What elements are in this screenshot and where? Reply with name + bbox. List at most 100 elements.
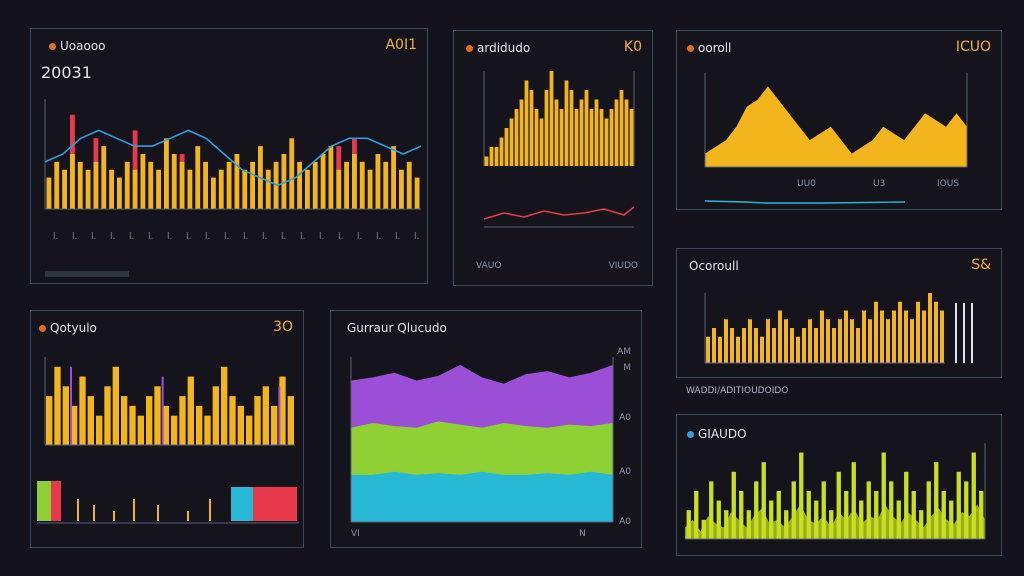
panel-uoaooo: Uoaooo A0I1 20031 l. l. l. l. l. l. l. l. l. l. l.…	[30, 28, 428, 284]
x-tick-label: l.	[148, 232, 153, 242]
yellow-bar	[748, 319, 752, 363]
yellow-bar	[838, 319, 842, 363]
yellow-bar	[328, 146, 334, 209]
panel-title: Gurraur Qlucudo	[347, 321, 447, 335]
yellow-bar	[262, 386, 269, 445]
yellow-bar	[187, 511, 189, 521]
yellow-bar	[179, 161, 185, 209]
yellow-bar	[287, 396, 294, 445]
yellow-bar	[706, 336, 710, 363]
x-tick-label: l.	[72, 232, 77, 242]
yellow-bar	[559, 109, 564, 166]
lime-bar	[709, 481, 714, 539]
yellow-bar	[784, 319, 788, 363]
yellow-bar	[70, 154, 75, 209]
yellow-bar	[46, 396, 53, 445]
yellow-bar	[619, 90, 624, 166]
y-label: A0	[619, 517, 631, 527]
yellow-bar	[539, 118, 544, 166]
yellow-bar	[519, 99, 524, 166]
lime-bar	[926, 481, 931, 539]
yellow-bar	[584, 90, 589, 166]
lime-bar	[799, 452, 804, 539]
yellow-bar	[383, 161, 389, 209]
yellow-bar	[209, 499, 211, 521]
yellow-bar	[624, 99, 629, 166]
yellow-bar	[499, 137, 504, 166]
yellow-bar	[544, 90, 549, 166]
status-dot-icon	[39, 325, 46, 332]
lime-bar	[956, 471, 961, 539]
x-tick-label: l.	[338, 232, 343, 242]
yellow-bar	[171, 154, 177, 209]
lime-bar	[754, 481, 759, 539]
yellow-bar	[594, 99, 599, 166]
x-tick-label: l.	[129, 232, 134, 242]
lime-bar	[851, 462, 856, 539]
yellow-bar	[367, 169, 373, 209]
yellow-bar	[391, 146, 396, 209]
yellow-bar	[359, 161, 365, 209]
x-tick: U3	[873, 179, 886, 189]
cyan-bar	[231, 487, 253, 521]
lime-bar	[896, 500, 901, 539]
yellow-bar	[157, 505, 159, 521]
panel-footer: WADDI/ADITIOUDOIDO	[686, 386, 789, 396]
panel-title: GIAUDO	[687, 427, 747, 441]
x-tick-label: l.	[319, 232, 324, 242]
yellow-bar	[724, 319, 728, 363]
yellow-bar	[133, 499, 135, 521]
status-dot-icon	[687, 45, 694, 52]
panel-title: ooroll	[687, 41, 731, 55]
panel-title: Ocoroull	[689, 259, 739, 273]
lime-bar	[904, 471, 909, 539]
yellow-bar	[514, 109, 519, 166]
x-label: VI	[351, 529, 360, 539]
yellow-bar	[589, 109, 594, 166]
yellow-bar	[121, 396, 128, 445]
area-series	[705, 86, 967, 167]
yellow-bar	[916, 301, 920, 363]
lime-bar	[911, 491, 916, 539]
yellow-bar	[279, 376, 286, 445]
yellow-bar	[808, 319, 812, 363]
yellow-bar	[850, 319, 854, 363]
yellow-bar	[87, 396, 94, 445]
yellow-bar	[604, 118, 609, 166]
chart-uoaooo: l. l. l. l. l. l. l. l. l. l. l. l. l. l. l. l. l. l. l. l.	[44, 99, 422, 242]
series-line	[44, 129, 422, 187]
chart-ocoroull	[704, 293, 973, 364]
yellow-bar	[229, 396, 236, 445]
panel-title: Qotyulo	[39, 321, 97, 335]
lime-bar	[791, 481, 796, 539]
chart-ooroll-line	[704, 200, 906, 204]
yellow-bar	[862, 310, 866, 363]
yellow-bar	[226, 161, 232, 209]
x-tick-label: l.	[224, 232, 229, 242]
lime-bar	[964, 481, 969, 539]
lime-bar	[874, 491, 879, 539]
x-tick-label: l.	[167, 232, 172, 242]
yellow-bar	[96, 415, 103, 445]
yellow-bar	[271, 405, 278, 445]
yellow-bar	[234, 154, 240, 209]
yellow-bar	[46, 177, 52, 209]
yellow-bar	[221, 366, 228, 445]
yellow-bar	[754, 328, 758, 363]
yellow-bar	[79, 376, 86, 445]
yellow-bar	[305, 169, 310, 209]
yellow-bar	[844, 310, 848, 363]
purple-bar	[70, 366, 72, 445]
yellow-bar	[736, 336, 740, 363]
yellow-bar	[524, 80, 529, 166]
yellow-bar	[892, 310, 896, 363]
lime-bar	[941, 491, 946, 539]
chart-ardidudo-line	[483, 206, 635, 228]
lime-bar	[881, 452, 886, 539]
y-label: A0	[619, 413, 631, 423]
yellow-bar	[212, 386, 219, 445]
lime-bar	[844, 491, 849, 539]
scrollbar[interactable]	[45, 271, 129, 277]
series-line	[483, 206, 635, 220]
chart-ooroll	[704, 73, 968, 168]
